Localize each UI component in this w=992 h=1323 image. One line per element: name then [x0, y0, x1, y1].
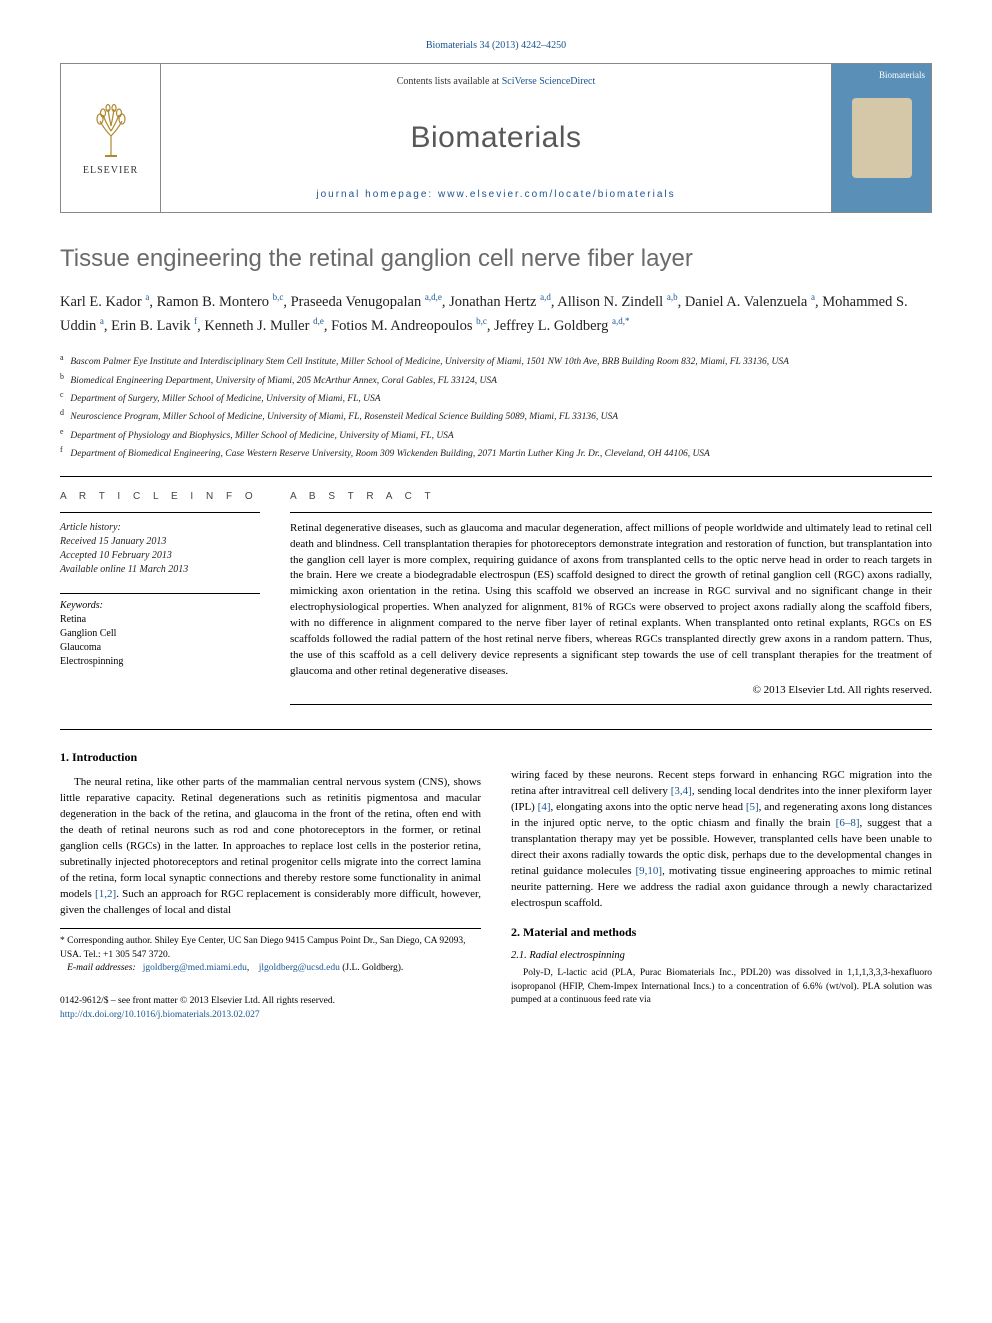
cover-label: Biomaterials	[879, 70, 925, 80]
corresp-star: *	[60, 936, 65, 946]
citation-line: Biomaterials 34 (2013) 4242–4250	[60, 40, 932, 51]
journal-cover-thumbnail: Biomaterials	[831, 64, 931, 212]
methods-paragraph: Poly-D, L-lactic acid (PLA, Purac Biomat…	[511, 967, 932, 1007]
corresp-email-1[interactable]: jgoldberg@med.miami.edu	[143, 963, 247, 973]
issn-line: 0142-9612/$ – see front matter © 2013 El…	[60, 995, 481, 1008]
section-heading-methods: 2. Material and methods	[511, 925, 932, 940]
abstract-text: Retinal degenerative diseases, such as g…	[290, 521, 932, 680]
article-history: Article history: Received 15 January 201…	[60, 521, 260, 577]
corresp-email-2[interactable]: jlgoldberg@ucsd.edu	[259, 963, 340, 973]
journal-name: Biomaterials	[410, 121, 581, 155]
subsection-heading: 2.1. Radial electrospinning	[511, 950, 932, 961]
intro-paragraph-2: wiring faced by these neurons. Recent st…	[511, 768, 932, 911]
article-title: Tissue engineering the retinal ganglion …	[60, 243, 932, 274]
homepage-prefix: journal homepage:	[316, 189, 438, 200]
keyword-item: Ganglion Cell	[60, 627, 260, 641]
elsevier-tree-icon	[86, 101, 136, 161]
received-date: Received 15 January 2013	[60, 535, 260, 549]
affiliation-item: a Bascom Palmer Eye Institute and Interd…	[60, 352, 932, 369]
article-info-label: A R T I C L E I N F O	[60, 491, 260, 502]
contents-prefix: Contents lists available at	[397, 76, 502, 87]
affiliation-item: c Department of Surgery, Miller School o…	[60, 389, 932, 406]
divider	[60, 476, 932, 477]
keyword-item: Electrospinning	[60, 655, 260, 669]
abstract-label: A B S T R A C T	[290, 491, 932, 502]
journal-header: ELSEVIER Contents lists available at Sci…	[60, 63, 932, 213]
affiliation-item: b Biomedical Engineering Department, Uni…	[60, 371, 932, 388]
keyword-item: Glaucoma	[60, 641, 260, 655]
affiliation-item: e Department of Physiology and Biophysic…	[60, 426, 932, 443]
intro-paragraph-1: The neural retina, like other parts of t…	[60, 775, 481, 918]
publisher-logo-cell: ELSEVIER	[61, 64, 161, 212]
affiliation-item: f Department of Biomedical Engineering, …	[60, 444, 932, 461]
abstract-copyright: © 2013 Elsevier Ltd. All rights reserved…	[290, 684, 932, 696]
corresponding-author-footnote: * Corresponding author. Shiley Eye Cente…	[60, 928, 481, 975]
homepage-url[interactable]: www.elsevier.com/locate/biomaterials	[438, 189, 676, 200]
email-label: E-mail addresses:	[67, 963, 136, 973]
journal-homepage-line: journal homepage: www.elsevier.com/locat…	[316, 189, 675, 200]
affiliation-item: d Neuroscience Program, Miller School of…	[60, 407, 932, 424]
sciencedirect-link[interactable]: SciVerse ScienceDirect	[502, 76, 596, 87]
corresp-text: Corresponding author. Shiley Eye Center,…	[60, 936, 465, 959]
corresp-suffix: (J.L. Goldberg).	[342, 963, 403, 973]
online-date: Available online 11 March 2013	[60, 563, 260, 577]
accepted-date: Accepted 10 February 2013	[60, 549, 260, 563]
affiliation-list: a Bascom Palmer Eye Institute and Interd…	[60, 352, 932, 461]
author-list: Karl E. Kador a, Ramon B. Montero b,c, P…	[60, 290, 932, 338]
section-heading-introduction: 1. Introduction	[60, 750, 481, 765]
keywords-label: Keywords:	[60, 600, 260, 611]
history-label: Article history:	[60, 521, 260, 535]
keyword-item: Retina	[60, 613, 260, 627]
doi-link[interactable]: http://dx.doi.org/10.1016/j.biomaterials…	[60, 1010, 260, 1020]
contents-available-line: Contents lists available at SciVerse Sci…	[397, 76, 596, 87]
front-matter: 0142-9612/$ – see front matter © 2013 El…	[60, 995, 481, 1022]
keywords-list: RetinaGanglion CellGlaucomaElectrospinni…	[60, 613, 260, 669]
publisher-name: ELSEVIER	[83, 165, 138, 176]
divider	[60, 729, 932, 730]
